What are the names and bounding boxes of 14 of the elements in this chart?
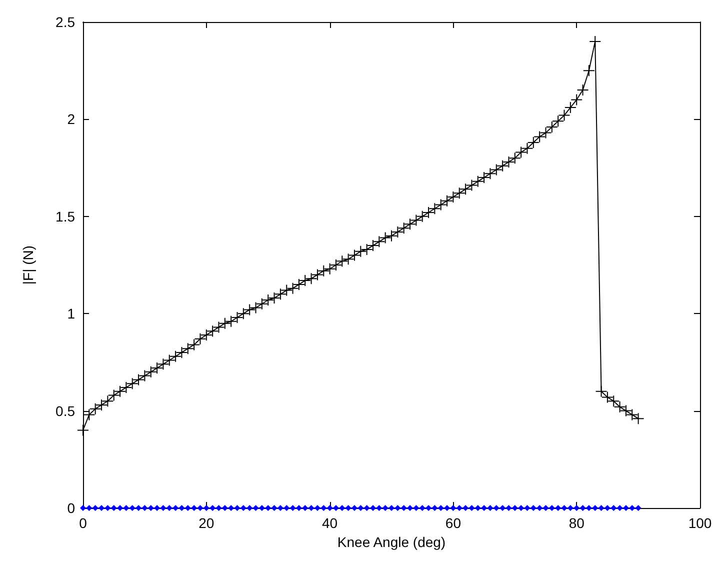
y-axis-title: |F| (N) bbox=[20, 245, 36, 285]
x-tick-label: 60 bbox=[445, 515, 462, 531]
x-tick-label: 0 bbox=[79, 515, 88, 531]
x-tick-label: 20 bbox=[198, 515, 214, 531]
x-tick-label: 80 bbox=[568, 515, 585, 531]
y-tick-label: 2.5 bbox=[56, 14, 76, 30]
y-tick-label: 2 bbox=[67, 111, 76, 128]
x-tick-label: 40 bbox=[322, 515, 338, 531]
x-tick-label: 100 bbox=[688, 515, 712, 531]
y-tick-label: 1 bbox=[67, 306, 76, 322]
y-tick-label: 0.5 bbox=[56, 402, 76, 419]
x-axis-title: Knee Angle (deg) bbox=[337, 534, 446, 550]
y-tick-label: 1.5 bbox=[56, 208, 76, 224]
y-tick-label: 0 bbox=[67, 500, 76, 516]
